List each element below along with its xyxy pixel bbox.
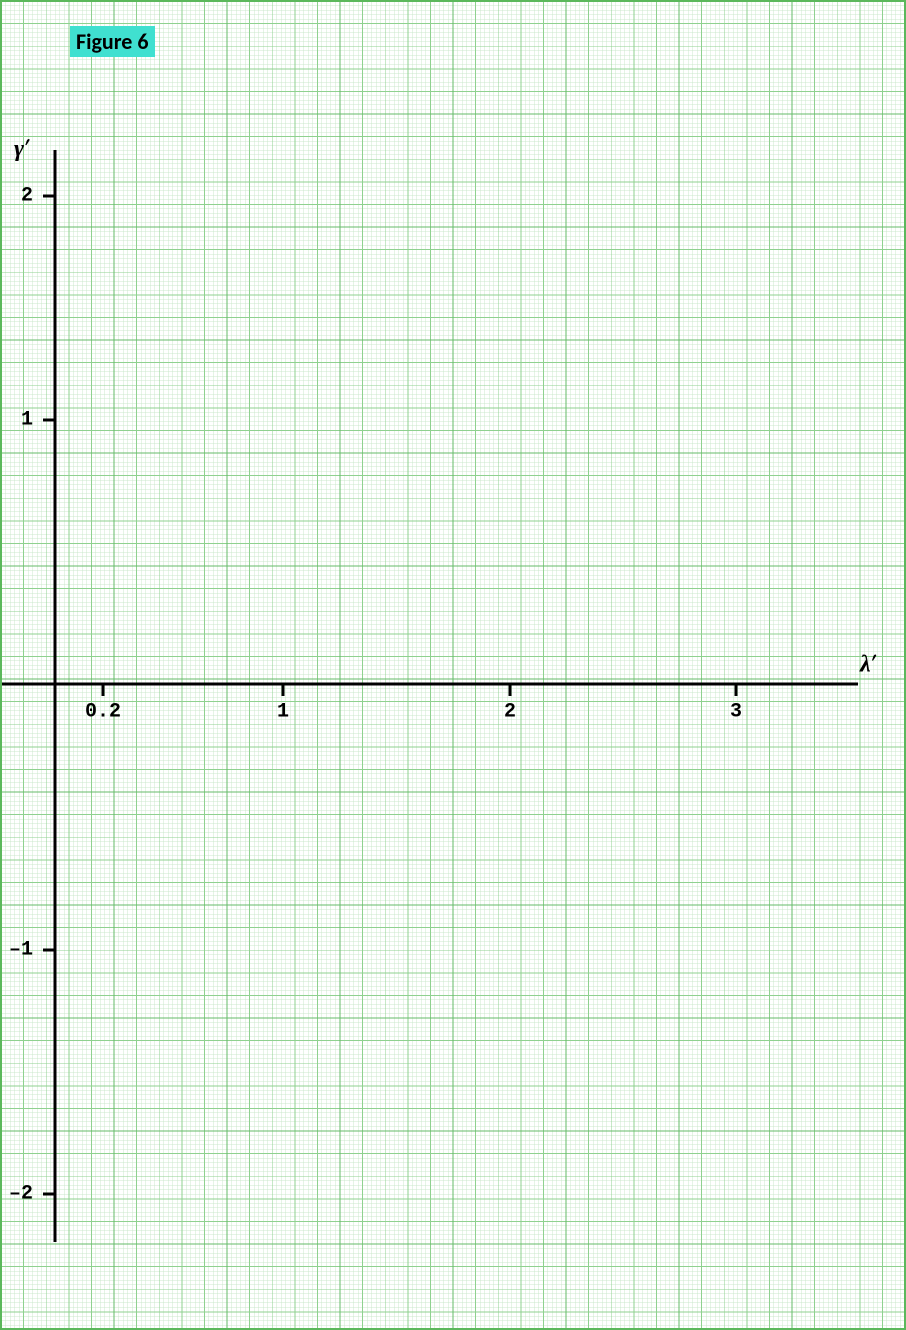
x-tick-label: 1 [277,701,289,724]
x-tick-label: 0.2 [85,701,121,724]
y-axis-label: γ′ [14,134,29,163]
x-tick-label: 2 [504,701,516,724]
y-tick-label: –2 [9,1183,33,1206]
graph-paper-svg [0,0,906,1330]
graph-paper-figure: Figure 6 λ′ γ′ 0.2 1 2 3 2 1 –1 –2 [0,0,906,1330]
y-tick-label: –1 [9,939,33,962]
y-tick-label: 1 [21,409,33,432]
x-axis-label: λ′ [860,650,876,679]
y-tick-label: 2 [21,185,33,208]
figure-label: Figure 6 [70,26,155,57]
x-tick-label: 3 [730,701,742,724]
